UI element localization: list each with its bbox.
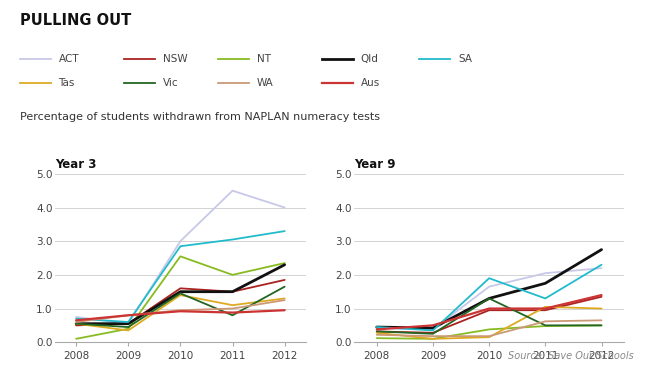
Text: SA: SA <box>458 53 473 64</box>
Text: Vic: Vic <box>162 78 178 89</box>
Text: Year 9: Year 9 <box>354 158 396 171</box>
Text: NT: NT <box>257 53 271 64</box>
Text: ACT: ACT <box>58 53 79 64</box>
Text: NSW: NSW <box>162 53 187 64</box>
Text: Tas: Tas <box>58 78 75 89</box>
Text: Source: Save Our Schools: Source: Save Our Schools <box>508 351 634 361</box>
Text: PULLING OUT: PULLING OUT <box>20 13 131 28</box>
Text: Percentage of students withdrawn from NAPLAN numeracy tests: Percentage of students withdrawn from NA… <box>20 112 380 122</box>
Text: Aus: Aus <box>361 78 380 89</box>
Text: Qld: Qld <box>361 53 379 64</box>
Text: Year 3: Year 3 <box>55 158 97 171</box>
Text: WA: WA <box>257 78 274 89</box>
